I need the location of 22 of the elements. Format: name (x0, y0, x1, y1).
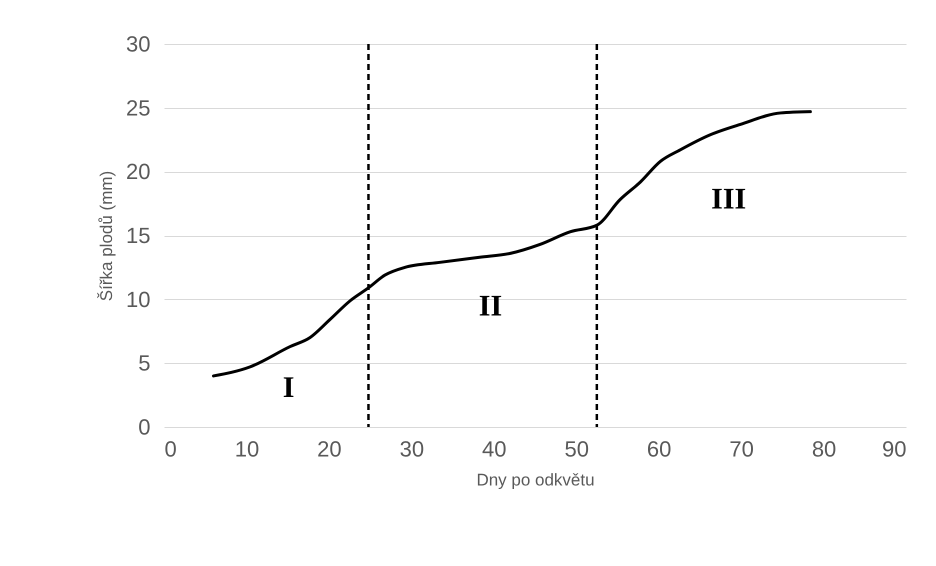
annotation: III (711, 182, 746, 216)
y-tick-label: 20 (126, 159, 150, 184)
annotation: I (282, 370, 294, 404)
x-tick-label: 70 (729, 436, 754, 462)
x-tick-label: 0 (164, 436, 177, 462)
y-tick-label: 0 (138, 414, 150, 440)
y-tick-label: 30 (126, 32, 150, 56)
y-tick-label: 5 (138, 350, 150, 376)
y-tick-label: 10 (126, 286, 150, 312)
x-tick-label: 60 (646, 436, 672, 462)
x-axis-title: Dny po odkvětu (476, 470, 595, 490)
x-tick-label: 50 (564, 436, 589, 462)
annotation: II (478, 290, 502, 323)
x-tick-label: 30 (400, 436, 424, 462)
y-tick-label: 25 (126, 95, 150, 120)
y-axis-title: Šířka plodů (mm) (97, 170, 116, 302)
x-tick-label: 90 (882, 436, 906, 462)
x-tick-label: 40 (482, 436, 507, 462)
x-tick-label: 80 (812, 436, 836, 462)
x-tick-label: 20 (317, 436, 342, 462)
x-tick-label: 10 (234, 436, 260, 462)
y-tick-label: 15 (126, 223, 150, 248)
